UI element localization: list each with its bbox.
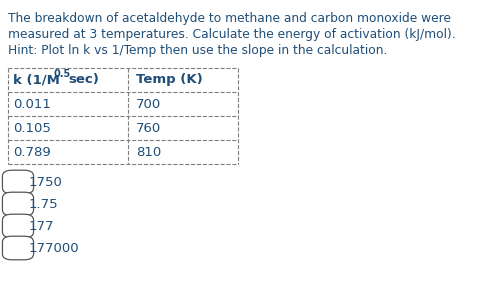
Text: Hint: Plot ln k vs 1/Temp then use the slope in the calculation.: Hint: Plot ln k vs 1/Temp then use the s… [8,44,387,57]
Text: 810: 810 [136,146,161,159]
Text: sec): sec) [68,73,99,86]
Text: 177: 177 [29,220,54,233]
Text: 700: 700 [136,97,161,110]
Text: k (1/M: k (1/M [13,73,60,86]
Text: 0.011: 0.011 [13,97,51,110]
Text: 0.789: 0.789 [13,146,51,159]
Text: Temp (K): Temp (K) [136,73,203,86]
Text: 0.5: 0.5 [53,69,70,79]
Text: 1750: 1750 [29,175,63,188]
Text: 1.75: 1.75 [29,197,59,211]
Text: The breakdown of acetaldehyde to methane and carbon monoxide were: The breakdown of acetaldehyde to methane… [8,12,451,25]
Text: 0.105: 0.105 [13,122,51,135]
Text: measured at 3 temperatures. Calculate the energy of activation (kJ/mol).: measured at 3 temperatures. Calculate th… [8,28,456,41]
Text: 177000: 177000 [29,242,80,255]
Text: 760: 760 [136,122,161,135]
